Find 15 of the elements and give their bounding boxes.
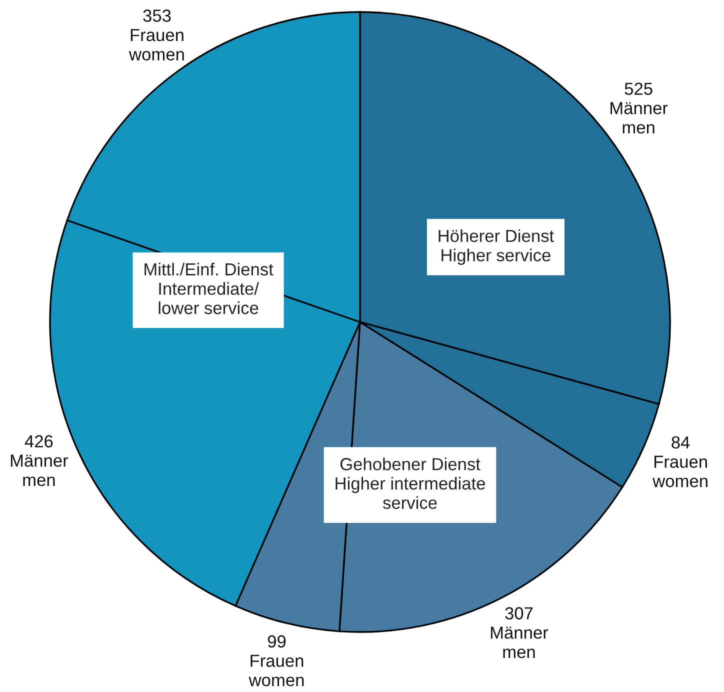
data-label: 525	[624, 82, 652, 95]
text: Mittl./Einf. Dienst Intermediate/ lower service	[144, 262, 274, 314]
data-label: 353	[143, 10, 171, 22]
slice-label: Männer men	[610, 102, 668, 134]
slice-label: Frauen women	[248, 654, 304, 686]
data-label: 99	[268, 635, 286, 648]
text: Gehobener Dienst Higher intermediate service	[336, 458, 485, 509]
data-label: 426	[24, 435, 53, 448]
slice-label: Frauen women	[652, 456, 708, 488]
data-label: 84	[672, 436, 690, 449]
slice-label: Männer men	[10, 454, 68, 486]
data-label: 307	[505, 607, 533, 620]
slice-label: Männer men	[490, 626, 548, 658]
text: Höherer Dienst Higher service	[438, 229, 554, 265]
slice-label: Frauen women	[128, 29, 184, 61]
